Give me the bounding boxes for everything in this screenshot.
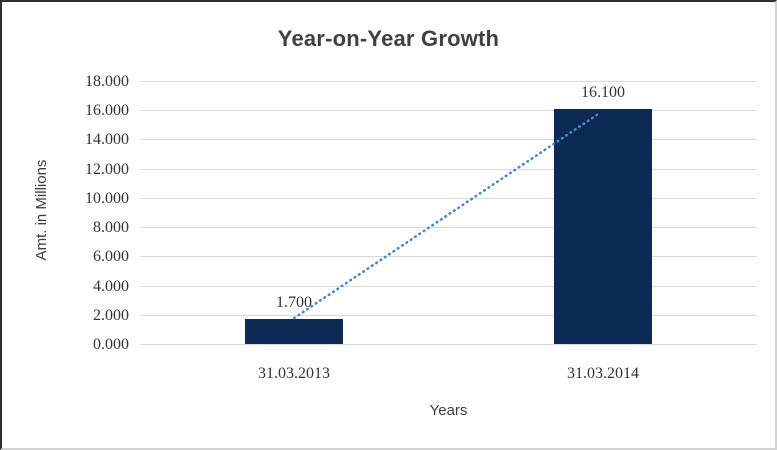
chart-title: Year-on-Year Growth <box>277 26 500 51</box>
gridline <box>140 286 757 287</box>
gridline <box>140 169 757 170</box>
y-tick-label: 12.000 <box>85 161 129 178</box>
y-tick-label: 0.000 <box>93 336 129 353</box>
y-axis-title: Amt. in Millions <box>33 159 50 261</box>
gridline <box>140 139 757 140</box>
x-tick-label: 31.03.2014 <box>567 365 639 382</box>
gridline <box>140 256 757 257</box>
gridline <box>140 315 757 316</box>
y-tick-label: 14.000 <box>85 131 129 148</box>
bar-31.03.2014 <box>554 109 652 344</box>
bar-31.03.2013 <box>245 319 343 344</box>
y-tick-label: 8.000 <box>93 219 129 236</box>
y-tick-label: 4.000 <box>93 278 129 295</box>
y-tick-label: 2.000 <box>93 307 129 324</box>
plot-area: 1.700 31.03.2013 16.100 31.03.2014 <box>140 81 757 382</box>
bar-value-label: 1.700 <box>276 294 312 311</box>
gridline <box>140 110 757 111</box>
y-tick-label: 10.000 <box>85 190 129 207</box>
x-axis-title: Years <box>429 402 468 419</box>
gridline <box>140 81 757 82</box>
y-tick-label: 16.000 <box>85 102 129 119</box>
gridline <box>140 198 757 199</box>
gridline <box>140 227 757 228</box>
x-tick-label: 31.03.2013 <box>258 365 330 382</box>
y-tick-label: 18.000 <box>85 73 129 90</box>
y-tick-label: 6.000 <box>93 248 129 265</box>
gridline <box>140 344 757 345</box>
bar-value-label: 16.100 <box>581 84 625 101</box>
